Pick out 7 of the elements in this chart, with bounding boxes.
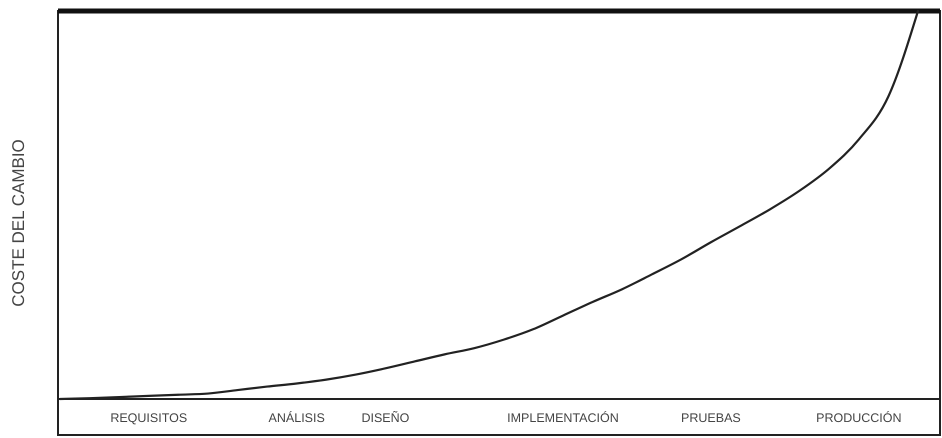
x-tick-label: DISEÑO [361, 411, 410, 425]
x-tick-label: REQUISITOS [110, 411, 188, 425]
x-tick-label: PRUEBAS [681, 411, 741, 425]
x-tick-label: ANÁLISIS [268, 411, 325, 425]
x-tick-label: PRODUCCIÓN [816, 411, 902, 425]
y-axis-title: COSTE DEL CAMBIO [9, 139, 28, 307]
x-tick-label: IMPLEMENTACIÓN [507, 411, 619, 425]
